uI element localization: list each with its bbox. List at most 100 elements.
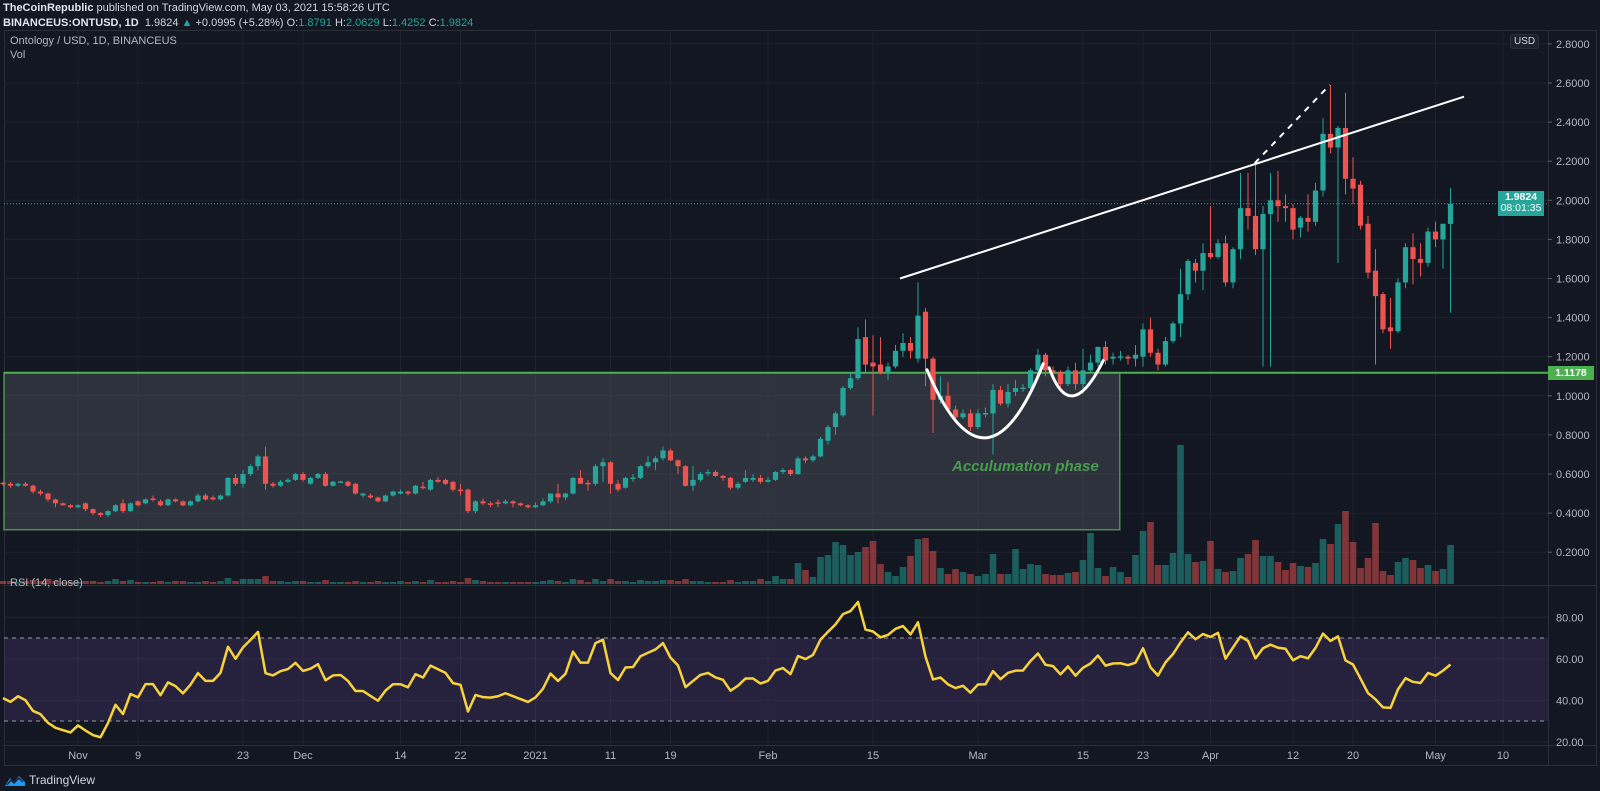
candle — [127, 502, 134, 513]
candle-body — [202, 495, 209, 500]
candle-body — [142, 499, 149, 504]
volume-bar — [1079, 560, 1087, 584]
volume-bar — [217, 581, 224, 584]
volume-bar — [1087, 533, 1094, 584]
candle-body — [1162, 341, 1169, 365]
time-tick-label: May — [1425, 750, 1446, 762]
candle-body — [382, 495, 389, 502]
accumulation-zone[interactable] — [3, 372, 1121, 531]
volume-bar — [59, 582, 67, 584]
volume-bar — [1244, 554, 1252, 584]
candle-body — [1095, 346, 1101, 363]
candle — [1087, 354, 1094, 373]
candle — [1155, 348, 1161, 371]
series-legend[interactable]: Ontology / USD, 1D, BINANCEUS — [10, 35, 177, 47]
candle — [1057, 370, 1064, 388]
volume-bar — [29, 580, 37, 584]
candle — [1245, 172, 1251, 230]
candle-body — [570, 477, 576, 494]
volume-bar — [937, 568, 944, 584]
candle — [225, 476, 231, 497]
candle-body — [502, 501, 509, 504]
currency-badge[interactable]: USD — [1510, 34, 1540, 49]
volume-bar — [142, 582, 149, 584]
publish-header: TheCoinRepublic published on TradingView… — [3, 1, 473, 31]
price-tick-label: 1.4000 — [1556, 313, 1590, 325]
candle-body — [750, 477, 756, 480]
candle — [52, 498, 59, 508]
candle-body — [877, 364, 884, 373]
time-tick-label: 11 — [605, 750, 616, 762]
candle-body — [45, 493, 51, 500]
candle-body — [172, 499, 179, 502]
volume-bar — [1417, 568, 1424, 584]
chart-frame — [4, 30, 1597, 766]
candle — [1170, 321, 1176, 344]
candle — [112, 504, 119, 513]
price-tick-label: 0.6000 — [1556, 469, 1590, 481]
candle — [210, 495, 216, 501]
candle-body — [555, 493, 561, 498]
candle — [600, 458, 606, 482]
rsi-legend[interactable]: RSI (14, close) — [10, 577, 83, 589]
time-tick-label: 14 — [394, 750, 406, 762]
candle — [195, 493, 201, 503]
grid — [4, 31, 1548, 745]
volume-bar — [1297, 566, 1304, 584]
candle-body — [307, 477, 314, 484]
volume-bar — [772, 576, 779, 584]
candle-body — [930, 358, 936, 400]
candle — [1222, 235, 1229, 287]
candle-body — [922, 311, 929, 359]
candle-body — [1117, 356, 1124, 358]
candle — [1042, 352, 1049, 377]
volume-bar — [967, 574, 974, 584]
rsi-tick-label: 60.00 — [1556, 654, 1584, 666]
candle — [712, 470, 719, 477]
publisher-name[interactable]: TheCoinRepublic — [3, 2, 94, 14]
candle-body — [360, 493, 366, 496]
published-text: published on TradingView.com, May 03, 20… — [93, 2, 390, 14]
candle — [810, 454, 816, 463]
volume-bar — [697, 581, 704, 584]
price-tick-label: 2.4000 — [1556, 117, 1590, 129]
time-tick-label: 20 — [1347, 750, 1359, 762]
candle — [660, 446, 666, 461]
volume-bar — [719, 582, 727, 584]
candle — [870, 335, 876, 416]
volume-bar — [1147, 522, 1154, 584]
candle-body — [450, 481, 456, 490]
volume-bar — [1394, 562, 1402, 584]
candle — [1395, 278, 1401, 334]
volume-bar — [314, 582, 322, 584]
volume-bar — [869, 541, 877, 584]
candle-body — [22, 483, 29, 486]
handle-curve[interactable] — [1047, 359, 1105, 398]
volume-bar — [1169, 553, 1177, 584]
volume-bar — [434, 582, 442, 584]
candle — [1425, 227, 1431, 267]
volume-bar — [1364, 558, 1372, 584]
volume-bar — [397, 581, 404, 584]
candle-body — [832, 413, 839, 428]
candle-body — [315, 474, 321, 478]
candle-body — [772, 472, 779, 480]
volume-bar — [464, 578, 472, 584]
candle — [607, 461, 614, 494]
candle-body — [1087, 362, 1094, 371]
time-tick-label: 22 — [454, 750, 466, 762]
candle — [1260, 206, 1266, 367]
candle — [967, 409, 974, 431]
volume-legend[interactable]: Vol — [10, 49, 26, 61]
candle-body — [1177, 294, 1184, 324]
candle-body — [1147, 329, 1154, 353]
tradingview-footer[interactable]: TradingView — [4, 771, 95, 789]
cup-curve[interactable] — [925, 362, 1045, 440]
candle-body — [1395, 282, 1401, 332]
candle-body — [892, 350, 899, 367]
volume-bar — [787, 579, 794, 584]
volume-bar — [622, 581, 629, 584]
trendline[interactable] — [899, 95, 1465, 280]
candle — [307, 476, 314, 485]
